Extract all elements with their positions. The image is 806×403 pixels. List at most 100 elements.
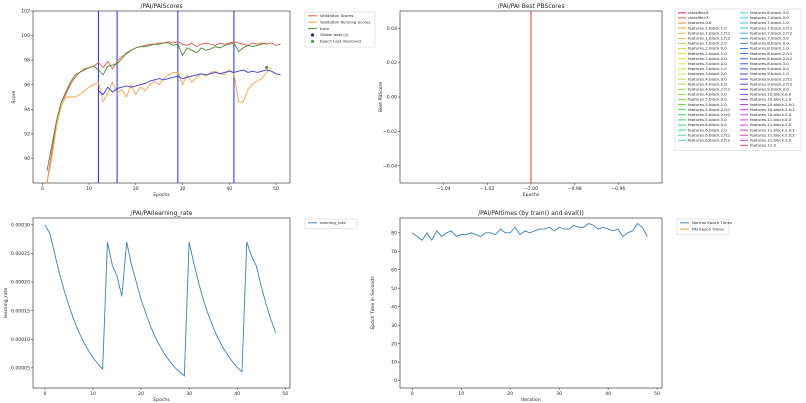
x-tick-label: 0 <box>41 186 44 192</box>
legend-entry: features.7.block.3.0 <box>750 36 789 41</box>
x-tick-label: 50 <box>273 186 279 192</box>
chart-panel-3: /PAI/PAIlearning_rate 0 10 20 30 40 50 0.00005 0… <box>3 210 358 403</box>
y-tick-label: 30 <box>391 323 397 329</box>
x-tick-label: 50 <box>282 391 288 397</box>
legend-entry: Epoch Last Improved <box>320 39 361 44</box>
series-line <box>44 224 277 377</box>
plot-frame <box>399 217 663 389</box>
y-tick-label: 0.00 <box>387 95 397 101</box>
y-tick-label: 60 <box>391 267 397 273</box>
y-tick-label: 102 <box>21 9 30 15</box>
x-tick-label: 0 <box>44 391 47 397</box>
y-tick-label: 94 <box>24 107 30 113</box>
legend-entry: features.1.block.2.0 <box>688 41 727 46</box>
plot-frame <box>32 10 291 184</box>
y-tick-label: 90 <box>24 156 30 162</box>
y-tick-label: 0.02 <box>387 60 397 66</box>
legend-box <box>674 8 802 151</box>
y-tick-label: −0.02 <box>383 129 397 135</box>
x-tick-label: 10 <box>86 186 92 192</box>
y-tick-label: 96 <box>24 82 30 88</box>
plot-area <box>46 11 281 183</box>
y-tick-label: 100 <box>21 33 30 39</box>
legend-entry: features.0.0 <box>688 20 712 25</box>
y-tick-label: −0.04 <box>383 163 397 169</box>
legend-entry: features.5.block.0.0 <box>688 97 727 102</box>
legend-entry: features.3.block.2.0 <box>688 71 727 76</box>
legend-entry: features.9.block.3.0 <box>750 87 789 92</box>
x-tick-label: 10 <box>90 391 96 397</box>
legend-entry: features.8.block.1.0 <box>750 46 789 51</box>
legend-entry: features.5.block.2.fc2 <box>688 112 731 117</box>
legend-entry: features.4.block.2.fc1 <box>688 87 731 92</box>
legend-entry: features.1.block.1.0 <box>688 25 727 30</box>
series-line <box>98 69 281 96</box>
x-tick-label: 40 <box>226 186 232 192</box>
legend-entry: features.6.block.1.0 <box>688 127 727 132</box>
series-line <box>46 67 272 183</box>
y-tick-label: 92 <box>24 131 30 137</box>
data-point <box>265 65 269 70</box>
legend-entry: features.12.0 <box>750 143 776 148</box>
legend-entry: features.2.block.1.0 <box>688 51 727 56</box>
legend-entry: features.10.block.0.0 <box>750 92 792 97</box>
y-tick-label: 0.04 <box>387 26 397 32</box>
legend-box <box>304 218 358 229</box>
legend-entry: features.4.block.1.0 <box>688 81 727 86</box>
legend-entry: features.10.block.2.fc1 <box>750 102 795 107</box>
legend-entry: features.1.block.1.fc1 <box>688 30 731 35</box>
legend-entry: features.8.block.2.fc1 <box>750 51 793 56</box>
x-tick-label: −0.96 <box>611 186 625 192</box>
chart-title: /PAI/PAIlearning_rate <box>131 210 193 217</box>
x-tick-label: 10 <box>458 391 464 397</box>
legend-entry: features.11.block.2.fc1 <box>750 127 795 132</box>
legend-entry: features.2.block.2.0 <box>688 56 727 61</box>
y-tick-label: 0 <box>394 378 397 384</box>
legend-entry: PAI Epoch Times <box>692 226 724 231</box>
legend-entry: classifier.3 <box>688 15 709 20</box>
legend-entry: features.4.block.3.0 <box>688 92 727 97</box>
legend-entry: features.5.block.1.0 <box>688 102 727 107</box>
legend-entry: features.6.block.3.0 <box>750 10 789 15</box>
x-tick-label: −1.02 <box>480 186 494 192</box>
legend-entry: Normal Epoch Times <box>692 220 732 225</box>
chart-panel-2: /PAI/PAI Best PBScores −1.04 −1.02 −1.00 −0.… <box>378 3 802 198</box>
x-axis-label: Epochs <box>523 192 540 198</box>
x-tick-label: 30 <box>180 186 186 192</box>
legend-entry: features.10.block.2.fc2 <box>750 107 795 112</box>
chart-title: /PAI/PAItimes (by train() and eval()) <box>478 210 584 217</box>
x-tick-label: −1.04 <box>437 186 451 192</box>
legend-entry: features.5.block.2.fc1 <box>688 107 731 112</box>
x-axis-label: Epochs <box>153 397 170 403</box>
legend-entry: features.4.block.0.0 <box>688 76 727 81</box>
legend-entry: features.6.block.2.fc1 <box>688 132 731 137</box>
legend-entry: train <box>320 26 330 31</box>
y-tick-label: 50 <box>391 286 397 292</box>
legend-entry: features.7.block.2.fc2 <box>750 30 793 35</box>
x-tick-label: 20 <box>507 391 513 397</box>
y-axis-label: learning_rate <box>3 288 9 319</box>
y-tick-label: 0.00030 <box>11 222 30 228</box>
legend-entry: features.9.block.1.0 <box>750 71 789 76</box>
chart-title: /PAI/PAI Best PBScores <box>498 3 565 10</box>
x-tick-label: 40 <box>605 391 611 397</box>
legend-entry: features.9.block.0.0 <box>750 66 789 71</box>
legend-entry: features.9.block.2.fc1 <box>750 76 793 81</box>
x-tick-label: 0 <box>411 391 414 397</box>
series-line <box>46 41 281 183</box>
x-tick-label: 30 <box>186 391 192 397</box>
y-tick-label: 80 <box>391 230 397 236</box>
plot-area <box>411 222 648 242</box>
legend-entry: Global best (y) <box>320 32 349 37</box>
chart-title: /PAI/PAIScores <box>140 3 182 10</box>
legend-box <box>676 218 730 236</box>
legend-entry: features.6.block.0.0 <box>688 122 727 127</box>
legend-entry: Validation Running Scores <box>320 19 371 24</box>
y-tick-label: 0.00025 <box>11 251 30 257</box>
legend-entry: features.3.block.1.0 <box>688 66 727 71</box>
x-tick-label: 20 <box>138 391 144 397</box>
legend-entry: features.6.block.2.fc2 <box>688 138 731 143</box>
legend-entry: features.7.block.2.fc1 <box>750 25 793 30</box>
y-axis-label: Best PBScore <box>378 82 384 113</box>
